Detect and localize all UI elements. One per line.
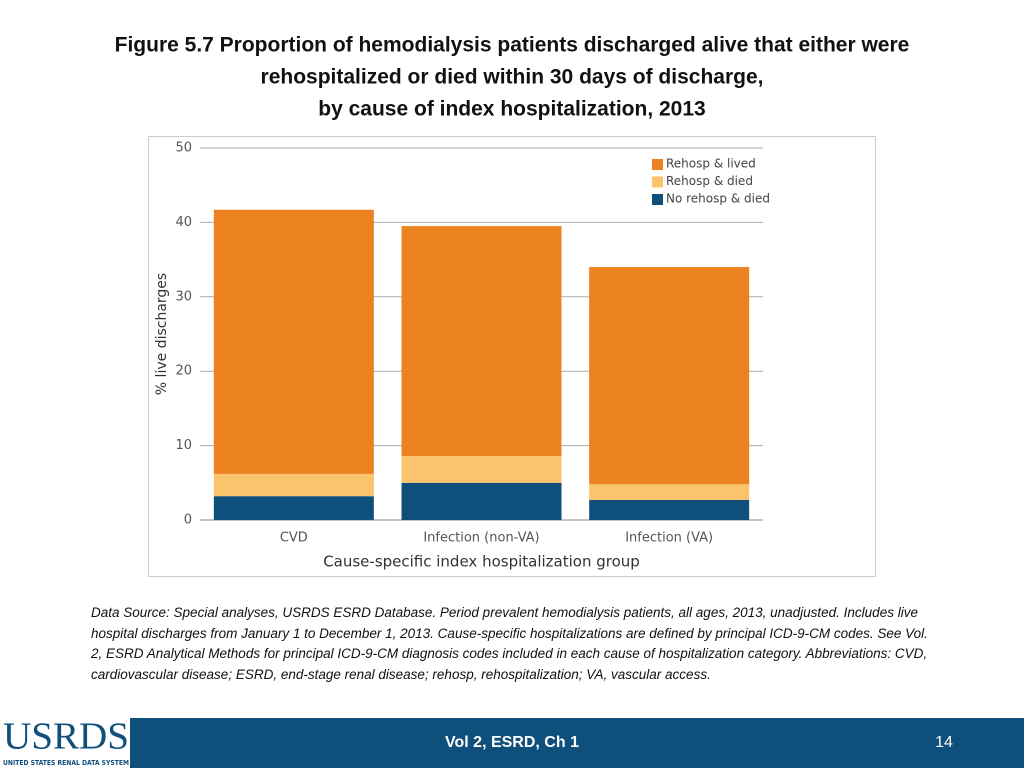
x-tick-label: Infection (non-VA): [423, 531, 539, 546]
y-tick-label: 0: [184, 513, 192, 528]
legend-label: Rehosp & died: [666, 174, 753, 188]
legend-label: Rehosp & lived: [666, 157, 756, 171]
bar-segment: [213, 496, 374, 520]
bar-segment: [401, 456, 562, 483]
legend-label: No rehosp & died: [666, 192, 770, 206]
bar-segment: [213, 473, 374, 497]
y-tick-label: 40: [175, 215, 192, 230]
page-number: 14: [935, 734, 953, 751]
title-line: by cause of index hospitalization, 2013: [318, 98, 705, 121]
bar-segment: [213, 209, 374, 474]
bar-segment: [589, 484, 750, 500]
x-axis-label: Cause-specific index hospitalization gro…: [323, 553, 640, 571]
bar-segment: [589, 267, 750, 485]
footer-section: Vol 2, ESRD, Ch 1: [445, 734, 579, 751]
y-tick-label: 10: [175, 438, 192, 453]
y-tick-label: 50: [175, 141, 192, 156]
bar-segment: [401, 226, 562, 457]
x-tick-label: CVD: [280, 531, 308, 546]
title-line: Figure 5.7 Proportion of hemodialysis pa…: [115, 34, 910, 57]
footer-bar: [130, 718, 1024, 768]
legend-swatch: [652, 159, 663, 170]
bar-segment: [589, 499, 750, 520]
y-tick-label: 20: [175, 364, 192, 379]
footnote: Data Source: Special analyses, USRDS ESR…: [91, 605, 928, 683]
y-axis-label: % live discharges: [154, 273, 170, 395]
logo: USRDS: [3, 716, 129, 758]
x-tick-label: Infection (VA): [625, 531, 713, 546]
chart: Figure 5.7 Proportion of hemodialysis pa…: [115, 34, 910, 571]
logo-subtitle: UNITED STATES RENAL DATA SYSTEM: [3, 759, 129, 767]
legend-swatch: [652, 194, 663, 205]
legend-swatch: [652, 176, 663, 188]
title-line: rehospitalized or died within 30 days of…: [261, 66, 764, 89]
bar-segment: [401, 482, 562, 520]
y-tick-label: 30: [175, 289, 192, 304]
